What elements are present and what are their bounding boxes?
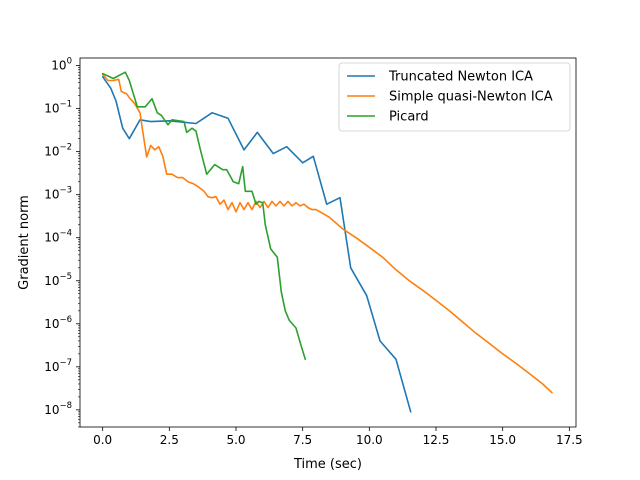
y-tick-label-base: 10 [44, 317, 59, 331]
y-tick-label: 10−5 [44, 272, 72, 288]
x-axis-label: Time (sec) [293, 457, 362, 472]
x-tick-label: 7.5 [293, 433, 312, 447]
series-line-2 [101, 73, 553, 394]
legend-box [338, 62, 571, 132]
y-tick-label: 10−7 [44, 358, 72, 374]
y-tick-label-base: 10 [44, 145, 59, 159]
y-tick-label-exponent: −5 [59, 272, 72, 282]
legend-label: Truncated Newton ICA [388, 70, 533, 85]
y-tick-label-exponent: 0 [67, 57, 72, 67]
y-tick-label-base: 10 [51, 59, 66, 73]
y-tick-label-base: 10 [44, 274, 59, 288]
x-tick-label: 5.0 [226, 433, 245, 447]
y-tick-label-base: 10 [44, 188, 59, 202]
x-axis-ticks: 0.0 2.5 5.0 7.5 10.0 12.5 15.0 17.5 [93, 427, 583, 447]
legend-label: Simple quasi-Newton ICA [389, 90, 553, 105]
y-tick-label-exponent: −2 [59, 143, 72, 153]
x-tick-label: 2.5 [160, 433, 179, 447]
axes-layer: 0.0 2.5 5.0 7.5 10.0 12.5 15.0 17.5 10−810−710−… [17, 57, 583, 472]
series-line-1 [101, 76, 412, 413]
y-tick-label-base: 10 [44, 360, 59, 374]
x-tick-label: 10.0 [356, 433, 383, 447]
y-tick-label: 10−4 [44, 229, 72, 245]
x-tick-label: 12.5 [423, 433, 450, 447]
y-tick-label-exponent: −6 [59, 315, 72, 325]
y-tick-label-base: 10 [44, 102, 59, 116]
y-tick-label: 10−8 [44, 401, 72, 417]
y-tick-label: 10−1 [44, 100, 72, 116]
y-tick-label: 10−6 [44, 315, 72, 331]
x-tick-label: 0.0 [93, 433, 112, 447]
x-tick-label: 17.5 [556, 433, 583, 447]
plot-frame [79, 57, 577, 428]
y-tick-label: 100 [51, 57, 72, 73]
y-tick-label-exponent: −8 [59, 401, 72, 411]
y-tick-label: 10−2 [44, 143, 72, 159]
y-tick-label: 10−3 [44, 186, 72, 202]
y-axis-label: Gradient norm [17, 195, 32, 290]
y-tick-label-base: 10 [44, 403, 59, 417]
series-line-3 [101, 71, 307, 361]
series-layer [101, 71, 553, 413]
y-tick-label-base: 10 [44, 231, 59, 245]
y-tick-label-exponent: −1 [59, 100, 72, 110]
y-tick-label-exponent: −3 [59, 186, 72, 196]
y-tick-label-exponent: −4 [59, 229, 72, 239]
x-tick-label: 15.0 [489, 433, 516, 447]
legend: Truncated Newton ICA Simple quasi-Newton … [338, 62, 571, 132]
y-tick-label-exponent: −7 [59, 358, 72, 368]
legend-label: Picard [389, 110, 429, 125]
